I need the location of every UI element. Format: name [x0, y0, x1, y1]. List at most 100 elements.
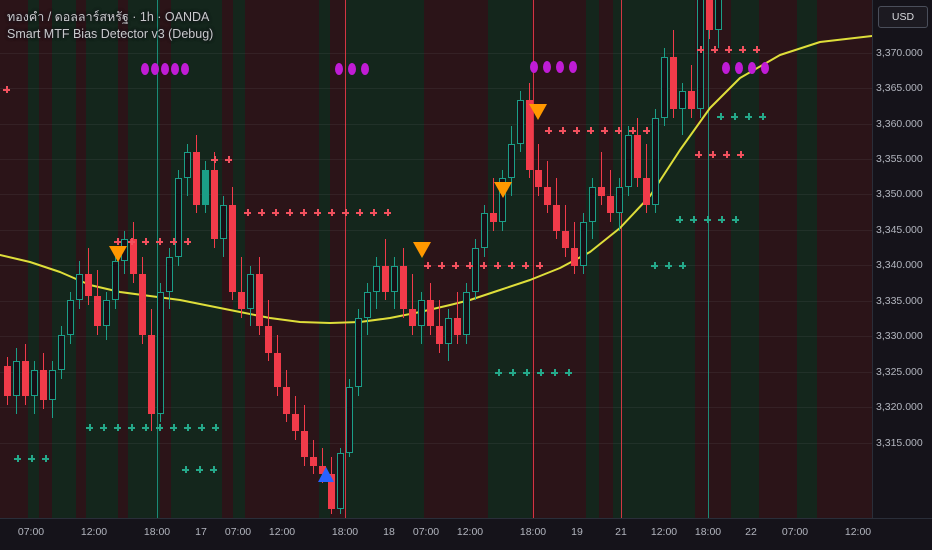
bullish-cross-marker	[142, 424, 149, 431]
bearish-cross-marker	[225, 156, 232, 163]
bearish-cross-marker	[170, 238, 177, 245]
bullish-cross-marker	[28, 455, 35, 462]
bearish-cross-marker	[711, 46, 718, 53]
bullish-cross-marker	[128, 424, 135, 431]
price-tick-label: 3,335.000	[876, 295, 923, 307]
magenta-bias-dot	[556, 61, 564, 73]
sell-signal-triangle	[413, 242, 431, 258]
bullish-cross-marker	[732, 216, 739, 223]
bias-band-bear	[817, 0, 872, 518]
buy-signal-triangle	[318, 467, 334, 482]
bearish-cross-marker	[272, 209, 279, 216]
bias-band-bull	[319, 0, 330, 518]
bias-band-bull	[731, 0, 759, 518]
price-tick-label: 3,365.000	[876, 82, 923, 94]
bearish-cross-marker	[211, 156, 218, 163]
bearish-cross-marker	[545, 127, 552, 134]
bullish-cross-marker	[665, 262, 672, 269]
price-tick-label: 3,370.000	[876, 47, 923, 59]
bias-band-bear	[76, 0, 86, 518]
bias-band-bear	[759, 0, 797, 518]
bullish-cross-marker	[14, 455, 21, 462]
gridline	[0, 124, 872, 125]
chart-plot-area[interactable]	[0, 0, 872, 518]
bearish-cross-marker	[753, 46, 760, 53]
bearish-cross-marker	[286, 209, 293, 216]
gridline	[0, 301, 872, 302]
bullish-cross-marker	[198, 424, 205, 431]
bullish-cross-marker	[759, 113, 766, 120]
bullish-cross-marker	[184, 424, 191, 431]
bearish-cross-marker	[536, 262, 543, 269]
bearish-cross-marker	[314, 209, 321, 216]
magenta-bias-dot	[361, 63, 369, 75]
price-tick-label: 3,345.000	[876, 224, 923, 236]
bearish-cross-marker	[184, 238, 191, 245]
bullish-cross-marker	[551, 369, 558, 376]
bullish-cross-marker	[651, 262, 658, 269]
time-tick-label: 07:00	[224, 526, 252, 538]
bullish-cross-marker	[210, 466, 217, 473]
bullish-cross-marker	[731, 113, 738, 120]
price-tick-label: 3,355.000	[876, 153, 923, 165]
bearish-cross-marker	[737, 151, 744, 158]
bearish-cross-marker	[438, 262, 445, 269]
gridline	[0, 407, 872, 408]
bullish-cross-marker	[718, 216, 725, 223]
magenta-bias-dot	[761, 62, 769, 74]
magenta-bias-dot	[161, 63, 169, 75]
bullish-cross-marker	[156, 424, 163, 431]
bias-band-bull	[28, 0, 39, 518]
bearish-cross-marker	[725, 46, 732, 53]
bullish-cross-marker	[523, 369, 530, 376]
bullish-cross-marker	[537, 369, 544, 376]
magenta-bias-dot	[748, 62, 756, 74]
bullish-cross-marker	[100, 424, 107, 431]
bearish-cross-marker	[480, 262, 487, 269]
bearish-cross-marker	[156, 238, 163, 245]
price-tick-label: 3,315.000	[876, 437, 923, 449]
bearish-cross-marker	[573, 127, 580, 134]
time-tick-label: 12:00	[456, 526, 484, 538]
time-tick-label: 12:00	[844, 526, 872, 538]
bearish-cross-marker	[328, 209, 335, 216]
time-tick-label: 21	[615, 526, 627, 538]
time-tick-label: 12:00	[268, 526, 296, 538]
session-vline	[708, 0, 709, 518]
bias-band-bull	[171, 0, 222, 518]
bearish-cross-marker	[601, 127, 608, 134]
bearish-cross-marker	[342, 209, 349, 216]
bearish-cross-marker	[522, 262, 529, 269]
gridline	[0, 159, 872, 160]
bias-band-bull	[233, 0, 245, 518]
currency-badge[interactable]: USD	[878, 6, 928, 28]
bearish-cross-marker	[508, 262, 515, 269]
bullish-cross-marker	[170, 424, 177, 431]
time-tick-label: 12:00	[650, 526, 678, 538]
magenta-bias-dot	[735, 62, 743, 74]
bearish-cross-marker	[695, 151, 702, 158]
gridline	[0, 443, 872, 444]
bearish-cross-marker	[244, 209, 251, 216]
bearish-cross-marker	[128, 238, 135, 245]
price-axis[interactable]: USD 3,370.000 3,365.000 3,360.000 3,355.000…	[872, 0, 932, 518]
bearish-cross-marker	[709, 151, 716, 158]
sell-signal-triangle	[494, 182, 512, 198]
bullish-cross-marker	[704, 216, 711, 223]
magenta-bias-dot	[569, 61, 577, 73]
bias-band-bull	[488, 0, 532, 518]
time-tick-label: 18:00	[694, 526, 722, 538]
bearish-cross-marker	[723, 151, 730, 158]
price-tick-label: 3,340.000	[876, 259, 923, 271]
time-axis[interactable]: 07:00 12:00 18:00 17 07:00 12:00 18:00 18 07:00 1…	[0, 518, 932, 550]
time-tick-label: 07:00	[412, 526, 440, 538]
time-tick-label: 18:00	[331, 526, 359, 538]
magenta-bias-dot	[335, 63, 343, 75]
gridline	[0, 194, 872, 195]
sell-signal-triangle	[529, 104, 547, 120]
bullish-cross-marker	[676, 216, 683, 223]
gridline	[0, 230, 872, 231]
bullish-cross-marker	[114, 424, 121, 431]
magenta-bias-dot	[530, 61, 538, 73]
